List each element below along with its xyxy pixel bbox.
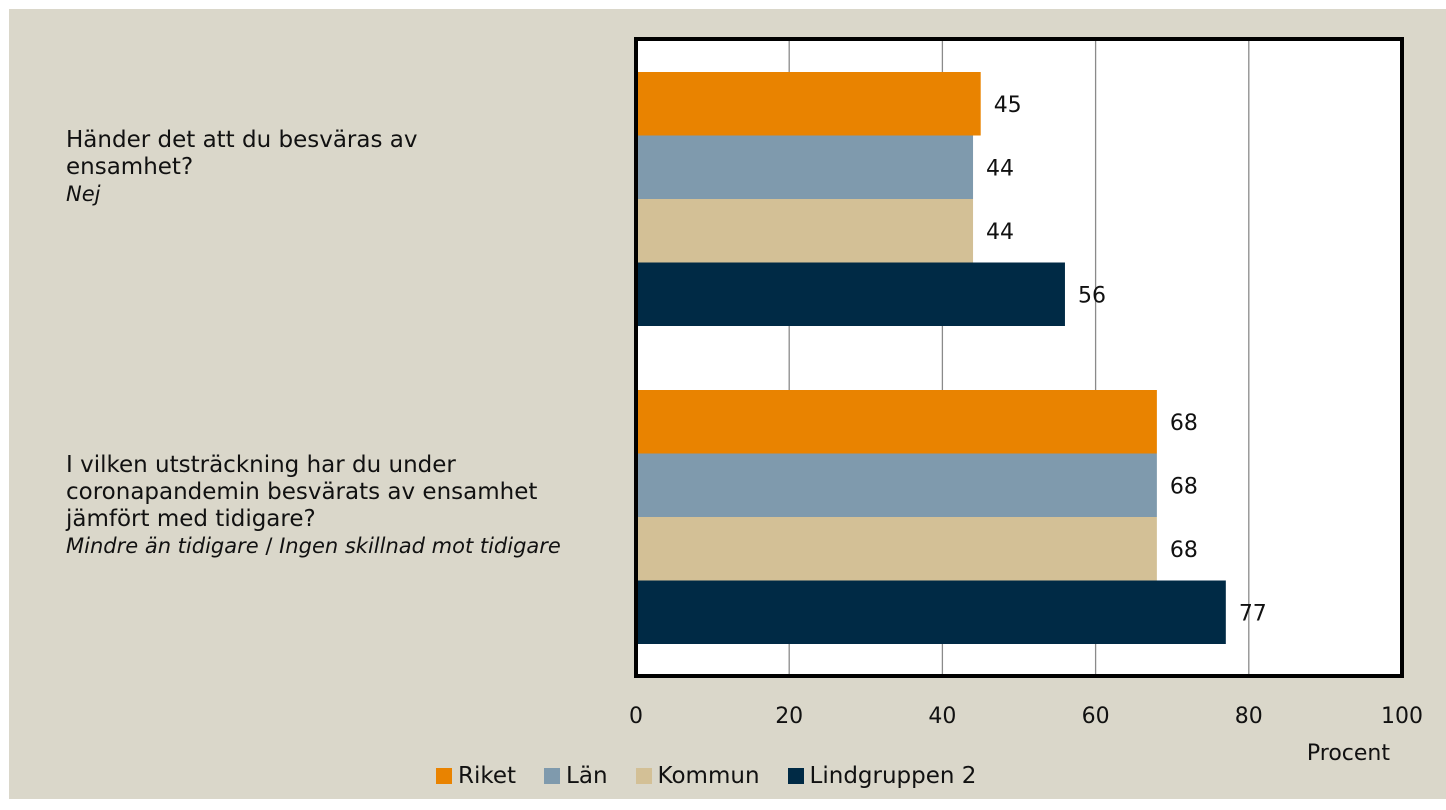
legend-item-kommun: Kommun	[635, 763, 760, 789]
x-tick-label-40: 40	[928, 704, 956, 729]
x-tick-label-20: 20	[775, 704, 803, 729]
legend-swatch-riket	[436, 768, 452, 784]
answer-separator: /	[258, 534, 280, 558]
bar-riket-2	[636, 390, 1157, 454]
bar-län-1	[636, 135, 974, 199]
x-tick-label-100: 100	[1381, 704, 1423, 729]
legend-label-lan: Län	[566, 763, 608, 789]
bar-län-2	[636, 453, 1157, 517]
plot-border	[634, 37, 1404, 678]
data-label-län-2: 68	[1170, 474, 1198, 499]
x-tick-label-80: 80	[1235, 704, 1263, 729]
legend-label-kommun: Kommun	[657, 763, 760, 789]
x-axis-title: Procent	[1307, 741, 1390, 766]
bar-kommun-1	[636, 199, 974, 263]
legend-label-riket: Riket	[458, 763, 517, 789]
legend-item-lan: Län	[544, 763, 608, 789]
bar-riket-1	[636, 72, 981, 136]
data-label-riket-1: 45	[994, 93, 1022, 118]
legend-swatch-lan	[544, 768, 561, 784]
legend-swatch-kommun	[635, 768, 652, 784]
question-text-2: I vilken utsträckning har du under coron…	[66, 452, 538, 532]
bar-lindgruppen-2-2	[636, 580, 1226, 644]
legend-swatch-lindgruppen-2	[787, 768, 804, 784]
data-label-lindgruppen-2-1: 56	[1078, 283, 1106, 308]
data-label-riket-2: 68	[1170, 411, 1198, 436]
answer-part-1: Mindre än tidigare	[66, 534, 259, 558]
legend-item-lindgruppen-2: Lindgruppen 2	[787, 763, 977, 789]
category-label-2: I vilken utsträckning har du under coron…	[66, 452, 586, 560]
legend-item-riket: Riket	[436, 763, 516, 789]
question-text-1: Händer det att du besväras av ensamhet?	[66, 127, 418, 180]
legend-label-lindgruppen-2: Lindgruppen 2	[809, 763, 977, 789]
data-label-kommun-1: 44	[986, 220, 1014, 245]
category-label-1: Händer det att du besväras av ensamhet? …	[66, 127, 536, 208]
data-label-län-1: 44	[986, 156, 1014, 181]
answer-part-2: Ingen skillnad mot tidigare	[279, 534, 561, 558]
answer-text-1: Nej	[66, 182, 101, 206]
data-label-lindgruppen-2-2: 77	[1239, 601, 1267, 626]
x-tick-label-0: 0	[629, 704, 643, 729]
bar-kommun-2	[636, 517, 1157, 581]
data-label-kommun-2: 68	[1170, 538, 1198, 563]
answer-text-2: Mindre än tidigare / Ingen skillnad mot …	[66, 533, 586, 560]
bar-lindgruppen-2-1	[636, 262, 1065, 326]
x-tick-label-60: 60	[1082, 704, 1110, 729]
legend: Riket Län Kommun Lindgruppen 2	[436, 761, 976, 791]
